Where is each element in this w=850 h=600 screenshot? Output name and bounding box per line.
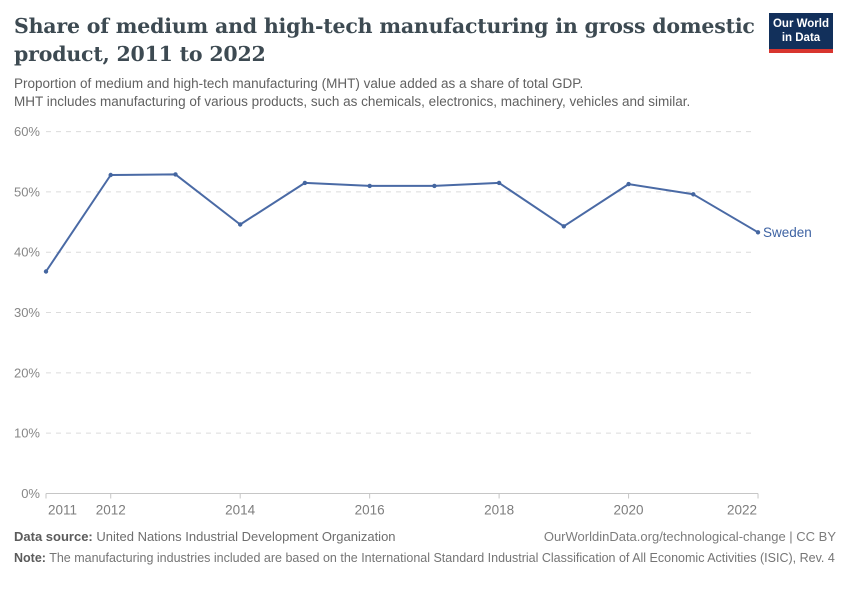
data-source: Data source: United Nations Industrial D… — [14, 529, 396, 544]
chart-note-text: The manufacturing industries included ar… — [49, 551, 835, 565]
y-tick-label: 10% — [14, 426, 40, 441]
y-tick-label: 20% — [14, 365, 40, 380]
owid-logo-line1: Our World — [772, 18, 829, 30]
page-title: Share of medium and high-tech manufactur… — [14, 12, 755, 68]
data-point[interactable] — [173, 172, 178, 177]
chart-footer: Data source: United Nations Industrial D… — [14, 529, 836, 566]
owid-logo-line2: in Data — [781, 31, 821, 44]
chart-subtitle-line2: MHT includes manufacturing of various pr… — [14, 93, 691, 109]
chart-note: Note: The manufacturing industries inclu… — [14, 550, 836, 566]
data-point[interactable] — [755, 230, 761, 235]
y-tick-label: 0% — [21, 486, 40, 501]
data-point[interactable] — [302, 180, 308, 186]
y-tick-label: 50% — [14, 184, 40, 199]
data-point[interactable] — [43, 269, 49, 274]
chart-note-label: Note: — [14, 551, 46, 565]
x-tick-label: 2022 — [727, 503, 757, 518]
x-tick-label: 2018 — [484, 503, 514, 518]
chart-subtitle-line1: Proportion of medium and high-tech manuf… — [14, 76, 584, 91]
x-tick-label: 2020 — [614, 503, 644, 518]
data-point[interactable] — [561, 224, 566, 229]
y-tick-label: 30% — [14, 305, 40, 320]
data-source-label: Data source: — [14, 529, 93, 544]
x-tick-label: 2014 — [225, 503, 256, 518]
data-point[interactable] — [367, 183, 372, 189]
chart-subtitle: Proportion of medium and high-tech manuf… — [14, 75, 690, 110]
owid-logo[interactable]: Our World in Data — [769, 13, 833, 53]
y-tick-label: 60% — [14, 124, 40, 139]
data-point[interactable] — [238, 222, 243, 227]
data-point[interactable] — [691, 192, 696, 197]
series-line[interactable] — [45, 173, 759, 273]
page-title-line1: Share of medium and high-tech manufactur… — [14, 14, 755, 38]
data-source-value: United Nations Industrial Development Or… — [96, 529, 396, 544]
x-tick-label: 2016 — [355, 503, 385, 518]
x-tick-label: 2012 — [96, 503, 126, 518]
x-tick-label: 2011 — [48, 503, 77, 518]
series-end-label[interactable]: Sweden — [763, 225, 812, 240]
data-point[interactable] — [432, 183, 437, 189]
data-point[interactable] — [626, 181, 631, 187]
page-title-line2: product, 2011 to 2022 — [14, 42, 266, 66]
citation-link[interactable]: OurWorldinData.org/technological-change … — [543, 529, 836, 544]
data-point[interactable] — [108, 172, 113, 178]
data-point[interactable] — [496, 180, 502, 186]
y-tick-label: 40% — [14, 245, 40, 260]
